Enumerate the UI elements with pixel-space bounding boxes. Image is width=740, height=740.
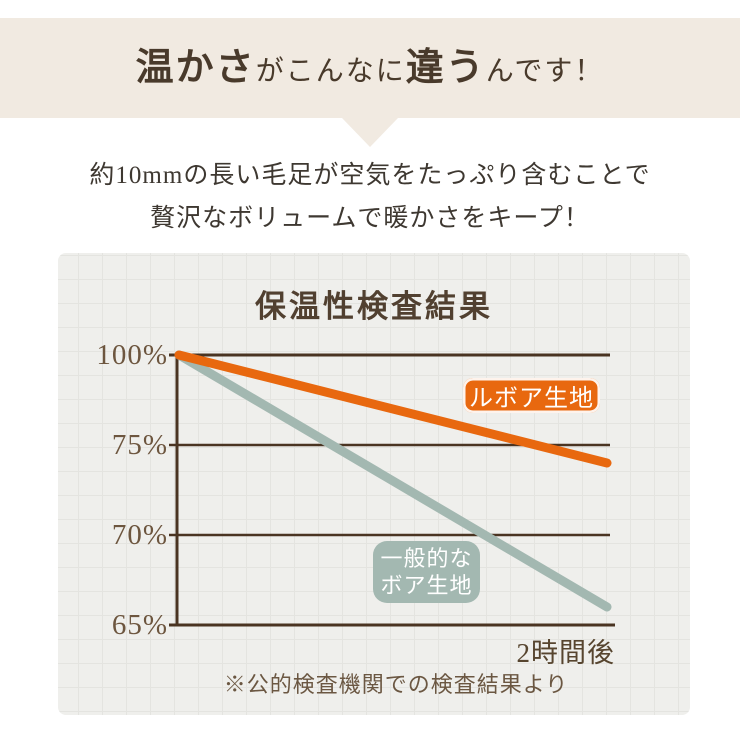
chart-title: 保温性検査結果: [255, 289, 493, 324]
series-line-一般的なボア生地: [174, 350, 612, 612]
chart-panel: 保温性検査結果 100% 75% 70% 65% ルボア生地 一般的な ボア生地…: [58, 253, 690, 715]
line-chart-plot: [169, 350, 615, 627]
intro-line-1: 約10mmの長い毛足が空気をたっぷり含むことで: [89, 162, 651, 189]
ytick-label-70: 70%: [111, 519, 168, 551]
ytick-label-100: 100%: [96, 339, 168, 371]
chart-source-note: ※公的検査機関での検査結果より: [223, 672, 569, 697]
page-title-segment: んです！: [485, 56, 605, 87]
page-title-segment: 温かさ: [135, 47, 256, 89]
intro-text: 約10mmの長い毛足が空気をたっぷり含むことで 贅沢なボリュームで暖かさをキープ…: [0, 154, 740, 240]
header-banner: 温かさがこんなに違うんです！: [0, 18, 740, 118]
series-badge-label-line2: ボア生地: [380, 573, 473, 598]
series-badge-label: ルボア生地: [469, 386, 594, 412]
series-line-ルボア生地: [174, 350, 612, 468]
intro-line-2: 贅沢なボリュームで暖かさをキープ！: [150, 205, 590, 232]
page-title: 温かさがこんなに違うんです！: [136, 49, 605, 87]
page-title-segment: 違う: [405, 47, 486, 89]
banner-pointer-triangle: [342, 118, 398, 147]
series-badge-lubo-fabric: ルボア生地: [463, 378, 600, 413]
series-badge-label-line1: 一般的な: [380, 546, 473, 571]
ytick-label-65: 65%: [111, 609, 168, 641]
series-badge-general-boa-fabric: 一般的な ボア生地: [373, 541, 480, 603]
x-axis-end-label: 2時間後: [516, 638, 615, 668]
ytick-label-75: 75%: [111, 429, 168, 461]
page-title-segment: がこんなに: [255, 56, 406, 87]
